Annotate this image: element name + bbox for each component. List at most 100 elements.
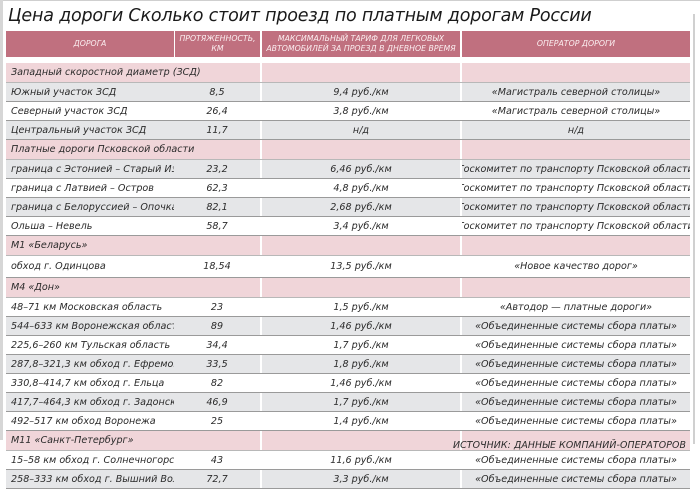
source-footnote: ИСТОЧНИК: ДАННЫЕ КОМПАНИЙ-ОПЕРАТОРОВ [453,440,686,451]
section-row: М1 «Беларусь» [6,236,690,256]
operator-cell: «Магистраль северной столицы» [462,102,690,120]
length-cell: 33,5 [174,355,260,373]
section-row: Платные дороги Псковской области [6,140,690,160]
operator-cell: «Объединенные системы сбора платы» [462,355,690,373]
length-cell: 23,2 [174,160,260,178]
tariff-cell: 1,4 руб./км [260,412,462,430]
section-empty-cell [260,278,462,297]
length-cell: 58,7 [174,217,260,235]
section-empty-cell [462,278,690,297]
table-row: 258–333 км обход г. Вышний Волочёк 72,7 … [6,470,690,489]
road-cell: 417,7–464,3 км обход г. Задонска [6,393,174,411]
table-row: Южный участок ЗСД 8,5 9,4 руб./км «Магис… [6,83,690,102]
road-cell: Ольша – Невель [6,217,174,235]
road-cell: обход г. Одинцова [6,256,174,277]
section-title: М4 «Дон» [6,278,260,297]
operator-cell: «Автодор — платные дороги» [462,298,690,316]
length-cell: 89 [174,317,260,335]
section-empty-cell [462,140,690,159]
section-row: Западный скоростной диаметр (ЗСД) [6,63,690,83]
road-cell: 48–71 км Московская область [6,298,174,316]
road-cell: 330,8–414,7 км обход г. Ельца [6,374,174,392]
road-cell: Центральный участок ЗСД [6,121,174,139]
operator-cell: «Объединенные системы сбора платы» [462,451,690,469]
section-empty-cell [462,63,690,82]
road-cell: 15–58 км обход г. Солнечногорска [6,451,174,469]
column-header-operator: Оператор дороги [462,31,690,57]
column-header-road: Дорога [6,31,174,57]
operator-cell: Госкомитет по транспорту Псковской облас… [462,198,690,216]
frame-right-border [693,14,695,444]
length-cell: 82 [174,374,260,392]
section-empty-cell [462,431,690,450]
length-cell: 72,7 [174,470,260,488]
table-row: Центральный участок ЗСД 11,7 н/д н/д [6,121,690,140]
section-row: М4 «Дон» [6,278,690,298]
road-cell: Южный участок ЗСД [6,83,174,101]
table-row: граница с Белоруссией – Опочка 82,1 2,68… [6,198,690,217]
operator-cell: н/д [462,121,690,139]
tariff-cell: н/д [260,121,462,139]
table-row: 417,7–464,3 км обход г. Задонска 46,9 1,… [6,393,690,412]
section-empty-cell [260,431,462,450]
table-header-row: Дорога Протяженность, км Максимальный та… [6,31,690,57]
operator-cell: «Магистраль северной столицы» [462,83,690,101]
table-row: 225,6–260 км Тульская область 34,4 1,7 р… [6,336,690,355]
operator-cell: «Объединенные системы сбора платы» [462,470,690,488]
operator-cell: «Новое качество дорог» [462,256,690,277]
page-title: Цена дороги Сколько стоит проезд по плат… [8,6,592,26]
length-cell: 82,1 [174,198,260,216]
road-cell: 258–333 км обход г. Вышний Волочёк [6,470,174,488]
section-empty-cell [462,236,690,255]
length-cell: 26,4 [174,102,260,120]
tariff-cell: 1,8 руб./км [260,355,462,373]
tariff-cell: 1,5 руб./км [260,298,462,316]
operator-cell: «Объединенные системы сбора платы» [462,393,690,411]
road-cell: 225,6–260 км Тульская область [6,336,174,354]
tariff-cell: 13,5 руб./км [260,256,462,277]
road-cell: 492–517 км обход Воронежа [6,412,174,430]
frame-top-border [0,0,700,1]
tariff-cell: 4,8 руб./км [260,179,462,197]
frame-left-border [0,0,3,440]
table-row: граница с Латвией – Остров 62,3 4,8 руб.… [6,179,690,198]
section-empty-cell [260,63,462,82]
section-title: М1 «Беларусь» [6,236,260,255]
tariff-cell: 3,8 руб./км [260,102,462,120]
operator-cell: «Объединенные системы сбора платы» [462,412,690,430]
table-row: обход г. Одинцова 18,54 13,5 руб./км «Но… [6,256,690,278]
table-row: 330,8–414,7 км обход г. Ельца 82 1,46 ру… [6,374,690,393]
road-cell: Северный участок ЗСД [6,102,174,120]
table-row: 492–517 км обход Воронежа 25 1,4 руб./км… [6,412,690,431]
column-header-length: Протяженность, км [174,31,260,57]
operator-cell: «Объединенные системы сбора платы» [462,317,690,335]
road-cell: 544–633 км Воронежская область [6,317,174,335]
section-empty-cell [260,236,462,255]
operator-cell: Госкомитет по транспорту Псковской облас… [462,217,690,235]
table-row: Северный участок ЗСД 26,4 3,8 руб./км «М… [6,102,690,121]
tariff-cell: 6,46 руб./км [260,160,462,178]
tariff-cell: 11,6 руб./км [260,451,462,469]
tariff-cell: 3,3 руб./км [260,470,462,488]
operator-cell: «Объединенные системы сбора платы» [462,374,690,392]
length-cell: 11,7 [174,121,260,139]
tariff-cell: 1,7 руб./км [260,393,462,411]
table-row: 544–633 км Воронежская область 89 1,46 р… [6,317,690,336]
length-cell: 18,54 [174,256,260,277]
section-title: М11 «Санкт-Петербург» [6,431,260,450]
table-row: 48–71 км Московская область 23 1,5 руб./… [6,298,690,317]
road-cell: граница с Белоруссией – Опочка [6,198,174,216]
section-row: М11 «Санкт-Петербург» [6,431,690,451]
toll-roads-table: Дорога Протяженность, км Максимальный та… [6,31,690,489]
length-cell: 62,3 [174,179,260,197]
length-cell: 25 [174,412,260,430]
tariff-cell: 2,68 руб./км [260,198,462,216]
operator-cell: Госкомитет по транспорту Псковской облас… [462,179,690,197]
road-cell: 287,8–321,3 км обход г. Ефремова [6,355,174,373]
tariff-cell: 9,4 руб./км [260,83,462,101]
tariff-cell: 1,7 руб./км [260,336,462,354]
table-row: граница с Эстонией – Старый Изборск 23,2… [6,160,690,179]
length-cell: 23 [174,298,260,316]
table-row: 15–58 км обход г. Солнечногорска 43 11,6… [6,451,690,470]
column-header-tariff: Максимальный тариф для легковых автомоби… [260,31,462,57]
